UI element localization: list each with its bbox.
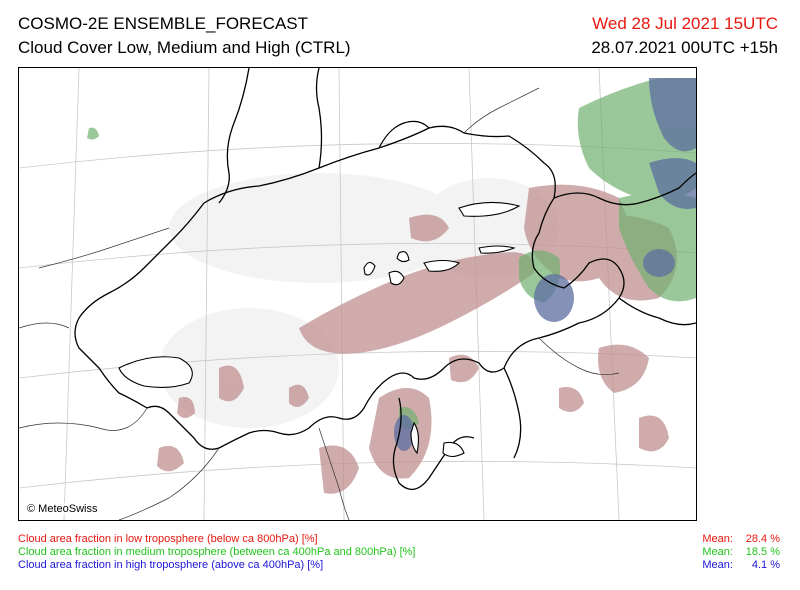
map-canvas (19, 68, 696, 520)
legend-low-mean-label: Mean: (702, 533, 733, 545)
legend-low-mean: Mean: 28.4 % (702, 533, 780, 546)
legend-low-label: Cloud area fraction in low troposphere (… (18, 533, 318, 545)
regional-lines (19, 87, 620, 520)
legend-medium-mean: Mean: 18.5 % (702, 546, 780, 559)
legend-low-mean-value: 28.4 % (745, 533, 780, 545)
legend-medium-mean-label: Mean: (702, 546, 733, 558)
legend-high-mean: Mean: 4.1 % (702, 559, 780, 572)
legend-medium-mean-value: 18.5 % (745, 546, 780, 558)
lakes (118, 201, 521, 458)
run-time: 28.07.2021 00UTC +15h (591, 38, 778, 57)
top-border-line (378, 120, 430, 149)
chart-subtitle: Cloud Cover Low, Medium and High (CTRL) (18, 38, 351, 57)
legend-high-mean-value: 4.1 % (751, 559, 780, 571)
legend-high-label: Cloud area fraction in high troposphere … (18, 559, 324, 571)
valid-time: Wed 28 Jul 2021 15UTC (592, 14, 778, 33)
legend-high-mean-label: Mean: (702, 559, 733, 571)
copyright-label: © MeteoSwiss (25, 503, 100, 515)
high-cloud-field (394, 78, 696, 451)
chart-title: COSMO-2E ENSEMBLE_FORECAST (18, 14, 309, 33)
legend-medium-label: Cloud area fraction in medium tropospher… (18, 546, 416, 558)
background-haze (159, 173, 559, 428)
forecast-map: © MeteoSwiss (18, 67, 697, 521)
